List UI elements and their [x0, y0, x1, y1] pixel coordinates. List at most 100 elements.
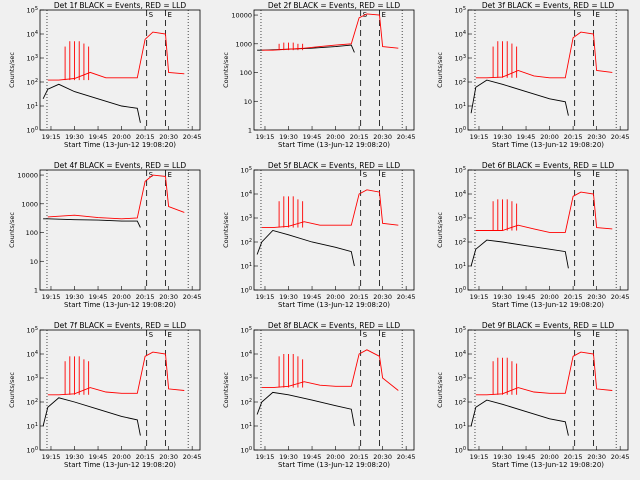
detector-panel: Det 2f BLACK = Events, RED = LLD 1 10 100 10… — [222, 1, 416, 149]
panel-title: Det 6f BLACK = Events, RED = LLD — [482, 161, 615, 170]
y-tick-label: 100 — [240, 69, 252, 77]
y-tick-label: 1000 — [235, 40, 252, 48]
x-tick-label: 20:15 — [136, 293, 155, 301]
panel-title: Det 4f BLACK = Events, RED = LLD — [54, 161, 187, 170]
y-tick-label: 105 — [241, 326, 252, 335]
x-axis-label: Start Time (13-Jun-12 19:08:20) — [492, 301, 604, 309]
x-tick-label: 19:45 — [517, 453, 536, 461]
plot-frame — [253, 169, 415, 291]
x-tick-label: 20:45 — [611, 453, 630, 461]
y-tick-label: 103 — [455, 54, 466, 63]
x-tick-label: 20:15 — [136, 453, 155, 461]
x-tick-label: 19:15 — [42, 133, 61, 141]
x-tick-label: 20:30 — [159, 453, 178, 461]
x-tick-label: 20:00 — [540, 293, 559, 301]
panel-title: Det 3f BLACK = Events, RED = LLD — [482, 1, 615, 10]
x-tick-label: 20:45 — [397, 133, 416, 141]
series-line — [261, 13, 399, 51]
y-tick-label: 105 — [27, 6, 38, 15]
x-tick-label: 19:15 — [256, 133, 275, 141]
plot-frame — [39, 9, 201, 131]
x-tick-label: 20:30 — [373, 453, 392, 461]
y-tick-label: 100 — [241, 286, 252, 295]
y-tick-label: 10 — [244, 98, 252, 106]
plot-frame — [467, 329, 629, 451]
x-tick-label: 20:30 — [159, 293, 178, 301]
x-axis-label: Start Time (13-Jun-12 19:08:20) — [492, 461, 604, 469]
x-axis-label: Start Time (13-Jun-12 19:08:20) — [64, 461, 176, 469]
x-tick-label: 19:45 — [303, 453, 322, 461]
x-tick-label: 20:15 — [564, 293, 583, 301]
y-tick-label: 103 — [455, 374, 466, 383]
x-tick-label: 20:00 — [112, 453, 131, 461]
detector-panel: Det 7f BLACK = Events, RED = LLD 100 101 10… — [8, 321, 202, 469]
event-marker-label: S — [363, 171, 368, 179]
y-tick-label: 103 — [241, 214, 252, 223]
y-tick-label: 101 — [27, 422, 38, 431]
y-axis-label: Counts/sec — [222, 372, 230, 408]
event-marker-label: S — [577, 171, 582, 179]
y-tick-label: 102 — [27, 398, 38, 407]
x-tick-label: 20:15 — [350, 133, 369, 141]
y-tick-label: 100 — [26, 229, 38, 237]
series-line — [256, 391, 355, 427]
x-tick-label: 19:30 — [65, 453, 84, 461]
y-tick-label: 102 — [241, 238, 252, 247]
x-tick-label: 20:45 — [611, 293, 630, 301]
x-tick-label: 20:45 — [611, 133, 630, 141]
x-tick-label: 19:15 — [256, 293, 275, 301]
x-tick-label: 20:15 — [350, 293, 369, 301]
x-tick-label: 20:45 — [183, 453, 202, 461]
x-tick-label: 20:15 — [136, 133, 155, 141]
event-marker-label: S — [149, 331, 154, 339]
x-axis-label: Start Time (13-Jun-12 19:08:20) — [492, 141, 604, 149]
series-line — [475, 31, 613, 79]
series-line — [47, 31, 185, 81]
y-axis-label: Counts/sec — [222, 212, 230, 248]
y-tick-label: 1000 — [21, 200, 38, 208]
y-axis-label: Counts/sec — [8, 212, 16, 248]
y-axis-label: Counts/sec — [436, 212, 444, 248]
y-tick-label: 100 — [455, 126, 466, 135]
x-tick-label: 19:30 — [65, 133, 84, 141]
x-tick-label: 20:30 — [587, 453, 606, 461]
y-tick-label: 104 — [241, 190, 252, 199]
y-tick-label: 10 — [30, 258, 38, 266]
y-tick-label: 102 — [27, 78, 38, 87]
y-axis-label: Counts/sec — [222, 52, 230, 88]
x-tick-label: 19:45 — [89, 293, 108, 301]
plot-frame — [467, 9, 629, 131]
series-line — [470, 79, 569, 116]
y-tick-label: 103 — [241, 374, 252, 383]
y-tick-label: 102 — [455, 238, 466, 247]
y-tick-label: 100 — [455, 446, 466, 455]
y-tick-label: 105 — [27, 326, 38, 335]
event-marker-label: S — [363, 331, 368, 339]
x-tick-label: 20:00 — [112, 133, 131, 141]
y-tick-label: 104 — [241, 350, 252, 359]
event-marker-label: E — [381, 11, 385, 19]
x-tick-label: 19:45 — [89, 453, 108, 461]
detector-panel: Det 5f BLACK = Events, RED = LLD 100 101 10… — [222, 161, 416, 309]
series-line — [261, 189, 399, 229]
panel-title: Det 8f BLACK = Events, RED = LLD — [268, 321, 401, 330]
event-marker-label: E — [595, 171, 599, 179]
y-tick-label: 10000 — [231, 12, 252, 20]
series-line — [47, 351, 185, 396]
plot-frame — [39, 329, 201, 451]
plot-frame — [253, 329, 415, 451]
x-tick-label: 19:30 — [493, 293, 512, 301]
x-tick-label: 19:30 — [279, 133, 298, 141]
x-tick-label: 20:00 — [326, 293, 345, 301]
y-tick-label: 103 — [27, 374, 38, 383]
x-axis-label: Start Time (13-Jun-12 19:08:20) — [278, 301, 390, 309]
x-tick-label: 19:15 — [256, 453, 275, 461]
event-marker-label: E — [167, 171, 171, 179]
panel-title: Det 9f BLACK = Events, RED = LLD — [482, 321, 615, 330]
x-tick-label: 19:30 — [493, 133, 512, 141]
y-tick-label: 104 — [27, 30, 38, 39]
detector-panel: Det 6f BLACK = Events, RED = LLD 100 101 10… — [436, 161, 630, 309]
y-tick-label: 104 — [455, 350, 466, 359]
y-tick-label: 1 — [248, 127, 252, 135]
panel-title: Det 1f BLACK = Events, RED = LLD — [54, 1, 187, 10]
